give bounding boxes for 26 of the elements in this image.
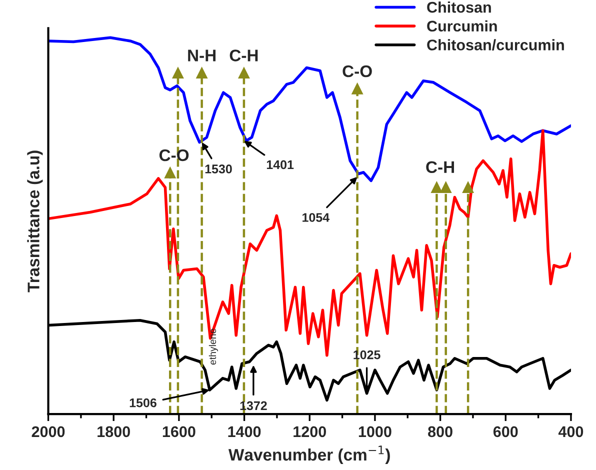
annotation: C-H (426, 161, 454, 174)
annotation: C-O (159, 149, 189, 162)
annotation: 1530 (205, 164, 232, 174)
x-tick-label: 1600 (162, 426, 196, 438)
annotation: 1054 (302, 213, 330, 222)
annotation: 1372 (240, 401, 267, 410)
annotation: C-O (342, 65, 372, 78)
annotation: C-H (230, 50, 258, 62)
x-tick-label: 800 (428, 426, 452, 438)
annotation: ethylene (208, 328, 218, 365)
legend-label: Curcumin (427, 20, 497, 32)
annotation: N-H (188, 50, 216, 62)
x-tick-label: 600 (493, 426, 518, 438)
x-tick-label: 400 (558, 426, 584, 438)
annotation: 1025 (354, 350, 380, 360)
annotation: 1401 (266, 160, 294, 170)
y-axis-title: Trasmittance (a.u) (27, 150, 43, 292)
x-tick-label: 1200 (294, 426, 326, 438)
x-tick-label: 1800 (98, 426, 130, 438)
x-tick-label: 2000 (32, 426, 65, 438)
legend-label: Chitosan (427, 2, 491, 13)
annotation: 1506 (130, 398, 156, 408)
x-axis-title: Wavenumber (cm$^{−1}$) (228, 446, 390, 464)
x-tick-label: 1400 (228, 426, 261, 438)
x-tick-label: 1000 (358, 426, 392, 438)
legend-label: Chitosan/curcumin (427, 39, 564, 51)
